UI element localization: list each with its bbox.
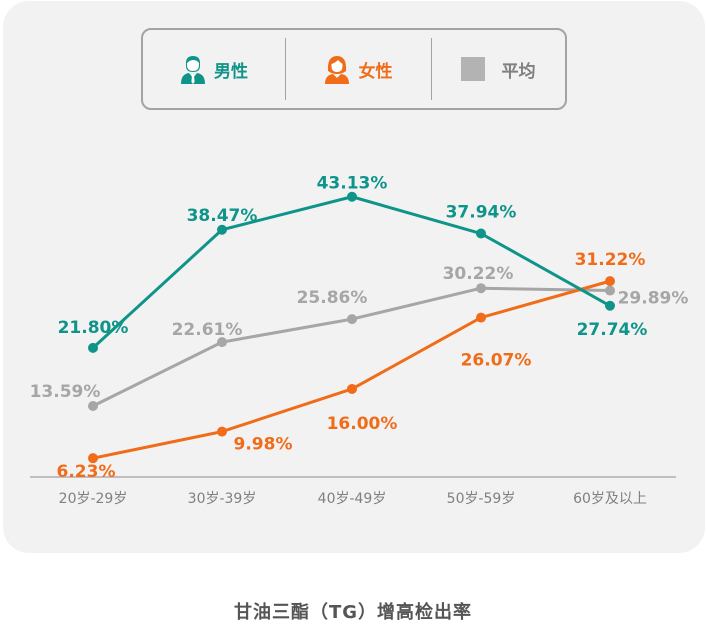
data-point-male xyxy=(476,228,486,239)
data-point-male xyxy=(217,224,227,235)
male-user-icon xyxy=(180,54,206,84)
female-user-icon xyxy=(324,54,350,84)
legend-label-female: 女性 xyxy=(358,61,393,82)
data-label-average: 29.89% xyxy=(618,289,689,309)
data-point-female xyxy=(476,312,486,323)
legend-label-male: 男性 xyxy=(213,61,248,82)
data-label-average: 25.86% xyxy=(297,288,368,308)
data-label-male: 38.47% xyxy=(187,206,258,226)
x-tick-label: 20岁-29岁 xyxy=(59,491,128,507)
data-label-male: 43.13% xyxy=(317,174,388,194)
data-point-female xyxy=(88,453,98,464)
x-tick-label: 30岁-39岁 xyxy=(188,491,257,507)
data-point-average xyxy=(347,314,357,325)
data-point-female xyxy=(347,383,357,394)
chart-card xyxy=(3,1,705,553)
legend-divider xyxy=(284,38,286,100)
data-label-female: 9.98% xyxy=(234,435,293,455)
data-label-average: 30.22% xyxy=(443,264,514,284)
data-label-female: 26.07% xyxy=(461,351,532,371)
data-label-male: 21.80% xyxy=(58,318,129,338)
data-label-average: 22.61% xyxy=(172,320,243,340)
data-label-female: 31.22% xyxy=(575,250,646,270)
legend-label-average: 平均 xyxy=(501,61,536,82)
data-point-female xyxy=(605,276,615,287)
data-label-average: 13.59% xyxy=(30,382,101,402)
line-chart: 20岁-29岁 30岁-39岁 40岁-49岁 50岁-59岁 60岁及以上 13.59%… xyxy=(30,174,689,507)
data-label-female: 6.23% xyxy=(57,462,116,482)
data-point-average xyxy=(476,283,486,294)
data-point-average xyxy=(217,337,227,348)
data-point-average xyxy=(88,401,98,412)
x-tick-label: 60岁及以上 xyxy=(573,491,647,507)
data-point-male xyxy=(347,191,357,202)
series-line-male xyxy=(91,195,612,350)
legend-divider xyxy=(430,38,432,100)
x-tick-label: 50岁-59岁 xyxy=(447,491,516,507)
x-tick-label: 40岁-49岁 xyxy=(318,491,387,507)
data-point-average xyxy=(605,285,615,296)
chart-caption: 甘油三酯（TG）增高检出率 xyxy=(233,602,473,623)
legend-item-average: 平均 xyxy=(432,30,565,108)
data-point-male xyxy=(88,342,98,353)
data-label-female: 16.00% xyxy=(327,414,398,434)
legend: 男性 女性 平均 xyxy=(141,28,567,110)
average-swatch xyxy=(461,57,486,81)
data-label-male: 27.74% xyxy=(577,320,648,340)
legend-item-female: 女性 xyxy=(286,30,431,108)
data-point-female xyxy=(217,426,227,437)
data-point-male xyxy=(605,300,615,311)
data-label-male: 37.94% xyxy=(446,203,517,223)
legend-item-male: 男性 xyxy=(143,30,285,108)
